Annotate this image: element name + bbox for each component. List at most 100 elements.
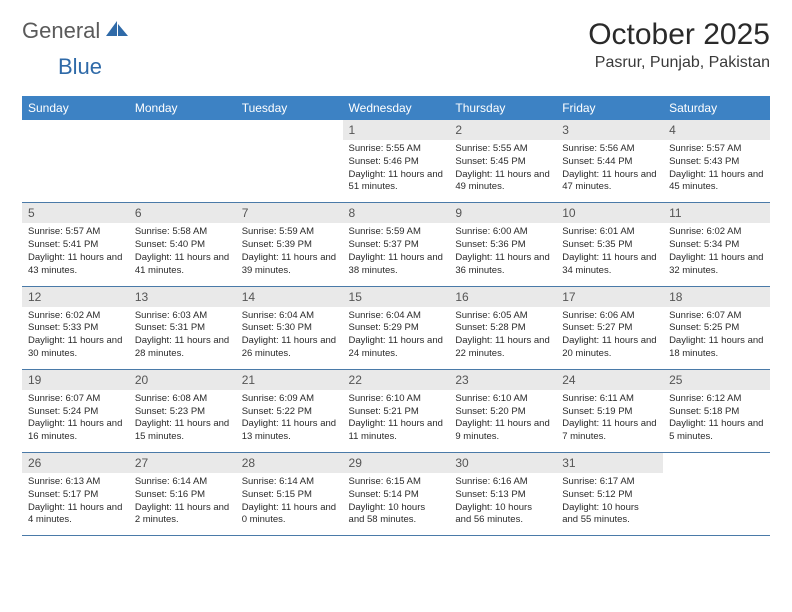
calendar-cell: 23Sunrise: 6:10 AMSunset: 5:20 PMDayligh… — [449, 369, 556, 452]
sunset-line: Sunset: 5:23 PM — [135, 406, 230, 419]
calendar-week-row: 19Sunrise: 6:07 AMSunset: 5:24 PMDayligh… — [22, 369, 770, 452]
daylight-line: Daylight: 11 hours and 51 minutes. — [349, 169, 444, 195]
day-number: 5 — [22, 203, 129, 223]
day-number: 6 — [129, 203, 236, 223]
calendar-cell — [22, 120, 129, 203]
sunrise-line: Sunrise: 6:09 AM — [242, 393, 337, 406]
daylight-line: Daylight: 11 hours and 7 minutes. — [562, 418, 657, 444]
weekday-header-row: SundayMondayTuesdayWednesdayThursdayFrid… — [22, 96, 770, 120]
day-details: Sunrise: 6:02 AMSunset: 5:33 PMDaylight:… — [22, 307, 129, 369]
day-details: Sunrise: 6:00 AMSunset: 5:36 PMDaylight:… — [449, 223, 556, 285]
sunrise-line: Sunrise: 6:07 AM — [28, 393, 123, 406]
calendar-cell: 28Sunrise: 6:14 AMSunset: 5:15 PMDayligh… — [236, 453, 343, 536]
day-details — [236, 140, 343, 198]
daylight-line: Daylight: 11 hours and 36 minutes. — [455, 252, 550, 278]
sail-icon — [104, 19, 130, 44]
calendar-cell: 1Sunrise: 5:55 AMSunset: 5:46 PMDaylight… — [343, 120, 450, 203]
daylight-line: Daylight: 11 hours and 38 minutes. — [349, 252, 444, 278]
day-number: 7 — [236, 203, 343, 223]
sunset-line: Sunset: 5:45 PM — [455, 156, 550, 169]
sunrise-line: Sunrise: 5:57 AM — [669, 143, 764, 156]
sunset-line: Sunset: 5:17 PM — [28, 489, 123, 502]
calendar-cell: 7Sunrise: 5:59 AMSunset: 5:39 PMDaylight… — [236, 203, 343, 286]
day-number — [663, 453, 770, 473]
daylight-line: Daylight: 11 hours and 18 minutes. — [669, 335, 764, 361]
day-details: Sunrise: 6:13 AMSunset: 5:17 PMDaylight:… — [22, 473, 129, 535]
day-details: Sunrise: 5:58 AMSunset: 5:40 PMDaylight:… — [129, 223, 236, 285]
sunrise-line: Sunrise: 6:10 AM — [455, 393, 550, 406]
brand-logo: General — [22, 18, 132, 44]
sunrise-line: Sunrise: 6:12 AM — [669, 393, 764, 406]
brand-name-a: General — [22, 18, 100, 44]
daylight-line: Daylight: 11 hours and 22 minutes. — [455, 335, 550, 361]
sunrise-line: Sunrise: 6:05 AM — [455, 310, 550, 323]
calendar-cell: 20Sunrise: 6:08 AMSunset: 5:23 PMDayligh… — [129, 369, 236, 452]
day-number: 11 — [663, 203, 770, 223]
sunrise-line: Sunrise: 6:04 AM — [242, 310, 337, 323]
sunset-line: Sunset: 5:24 PM — [28, 406, 123, 419]
calendar-cell: 18Sunrise: 6:07 AMSunset: 5:25 PMDayligh… — [663, 286, 770, 369]
sunrise-line: Sunrise: 6:01 AM — [562, 226, 657, 239]
daylight-line: Daylight: 11 hours and 15 minutes. — [135, 418, 230, 444]
day-details: Sunrise: 5:55 AMSunset: 5:45 PMDaylight:… — [449, 140, 556, 202]
day-details: Sunrise: 6:14 AMSunset: 5:16 PMDaylight:… — [129, 473, 236, 535]
sunrise-line: Sunrise: 6:14 AM — [135, 476, 230, 489]
sunset-line: Sunset: 5:13 PM — [455, 489, 550, 502]
day-details: Sunrise: 6:11 AMSunset: 5:19 PMDaylight:… — [556, 390, 663, 452]
daylight-line: Daylight: 11 hours and 30 minutes. — [28, 335, 123, 361]
day-number: 14 — [236, 287, 343, 307]
daylight-line: Daylight: 11 hours and 45 minutes. — [669, 169, 764, 195]
day-number: 12 — [22, 287, 129, 307]
calendar-cell: 4Sunrise: 5:57 AMSunset: 5:43 PMDaylight… — [663, 120, 770, 203]
day-details: Sunrise: 6:10 AMSunset: 5:20 PMDaylight:… — [449, 390, 556, 452]
sunset-line: Sunset: 5:15 PM — [242, 489, 337, 502]
day-details: Sunrise: 5:57 AMSunset: 5:41 PMDaylight:… — [22, 223, 129, 285]
day-details: Sunrise: 6:12 AMSunset: 5:18 PMDaylight:… — [663, 390, 770, 452]
calendar-cell: 12Sunrise: 6:02 AMSunset: 5:33 PMDayligh… — [22, 286, 129, 369]
sunset-line: Sunset: 5:12 PM — [562, 489, 657, 502]
calendar-cell: 17Sunrise: 6:06 AMSunset: 5:27 PMDayligh… — [556, 286, 663, 369]
weekday-header: Sunday — [22, 96, 129, 120]
day-number: 21 — [236, 370, 343, 390]
day-number: 3 — [556, 120, 663, 140]
calendar-week-row: 1Sunrise: 5:55 AMSunset: 5:46 PMDaylight… — [22, 120, 770, 203]
day-number: 17 — [556, 287, 663, 307]
weekday-header: Tuesday — [236, 96, 343, 120]
sunset-line: Sunset: 5:20 PM — [455, 406, 550, 419]
sunset-line: Sunset: 5:16 PM — [135, 489, 230, 502]
calendar-cell: 24Sunrise: 6:11 AMSunset: 5:19 PMDayligh… — [556, 369, 663, 452]
brand-name-b: Blue — [58, 54, 102, 79]
sunset-line: Sunset: 5:44 PM — [562, 156, 657, 169]
calendar-cell: 11Sunrise: 6:02 AMSunset: 5:34 PMDayligh… — [663, 203, 770, 286]
daylight-line: Daylight: 11 hours and 4 minutes. — [28, 502, 123, 528]
sunset-line: Sunset: 5:33 PM — [28, 322, 123, 335]
daylight-line: Daylight: 11 hours and 34 minutes. — [562, 252, 657, 278]
sunrise-line: Sunrise: 5:58 AM — [135, 226, 230, 239]
sunset-line: Sunset: 5:31 PM — [135, 322, 230, 335]
sunset-line: Sunset: 5:40 PM — [135, 239, 230, 252]
sunset-line: Sunset: 5:28 PM — [455, 322, 550, 335]
calendar-cell: 15Sunrise: 6:04 AMSunset: 5:29 PMDayligh… — [343, 286, 450, 369]
sunrise-line: Sunrise: 5:56 AM — [562, 143, 657, 156]
daylight-line: Daylight: 11 hours and 26 minutes. — [242, 335, 337, 361]
daylight-line: Daylight: 11 hours and 49 minutes. — [455, 169, 550, 195]
day-details: Sunrise: 6:03 AMSunset: 5:31 PMDaylight:… — [129, 307, 236, 369]
daylight-line: Daylight: 10 hours and 56 minutes. — [455, 502, 550, 528]
sunset-line: Sunset: 5:36 PM — [455, 239, 550, 252]
day-number: 29 — [343, 453, 450, 473]
day-number: 13 — [129, 287, 236, 307]
calendar-cell: 25Sunrise: 6:12 AMSunset: 5:18 PMDayligh… — [663, 369, 770, 452]
daylight-line: Daylight: 10 hours and 58 minutes. — [349, 502, 444, 528]
sunrise-line: Sunrise: 6:17 AM — [562, 476, 657, 489]
calendar-cell: 8Sunrise: 5:59 AMSunset: 5:37 PMDaylight… — [343, 203, 450, 286]
weekday-header: Wednesday — [343, 96, 450, 120]
day-details: Sunrise: 6:05 AMSunset: 5:28 PMDaylight:… — [449, 307, 556, 369]
calendar-cell: 30Sunrise: 6:16 AMSunset: 5:13 PMDayligh… — [449, 453, 556, 536]
sunrise-line: Sunrise: 5:55 AM — [455, 143, 550, 156]
sunset-line: Sunset: 5:18 PM — [669, 406, 764, 419]
day-number: 8 — [343, 203, 450, 223]
day-number: 30 — [449, 453, 556, 473]
calendar-week-row: 26Sunrise: 6:13 AMSunset: 5:17 PMDayligh… — [22, 453, 770, 536]
daylight-line: Daylight: 11 hours and 0 minutes. — [242, 502, 337, 528]
calendar-cell: 26Sunrise: 6:13 AMSunset: 5:17 PMDayligh… — [22, 453, 129, 536]
